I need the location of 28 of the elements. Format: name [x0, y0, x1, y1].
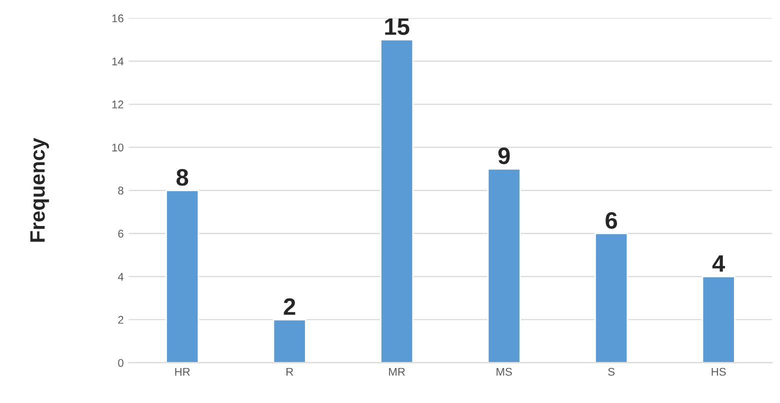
- bar: [380, 38, 414, 363]
- x-tick-label: HR: [175, 368, 190, 376]
- y-tick-label: 10: [112, 144, 124, 152]
- data-label: 6: [606, 212, 618, 229]
- data-label: 8: [176, 169, 188, 186]
- bar: [166, 190, 200, 363]
- y-tick-label: 0: [118, 358, 124, 367]
- y-tick-label: 14: [112, 58, 124, 66]
- y-tick-label: 8: [118, 186, 124, 195]
- y-tick-label: 6: [118, 230, 124, 238]
- bar: [272, 318, 306, 363]
- y-tick-label: 4: [118, 272, 124, 281]
- y-tick-label: 16: [112, 14, 124, 22]
- y-tick-label: 12: [112, 100, 124, 108]
- data-label: 2: [284, 298, 296, 315]
- data-label: 4: [712, 255, 726, 272]
- bar: [702, 276, 736, 363]
- bar: [594, 232, 628, 363]
- data-label: 15: [385, 18, 410, 36]
- x-tick-label: S: [608, 368, 615, 376]
- x-tick-label: MR: [389, 368, 405, 376]
- data-label: 9: [498, 147, 510, 164]
- x-tick-label: MS: [496, 368, 512, 376]
- y-axis-title: Frequency: [30, 138, 49, 242]
- y-tick-label: 2: [118, 316, 124, 324]
- x-tick-label: R: [286, 368, 294, 376]
- bar: [487, 168, 521, 363]
- x-tick-label: HS: [712, 368, 726, 376]
